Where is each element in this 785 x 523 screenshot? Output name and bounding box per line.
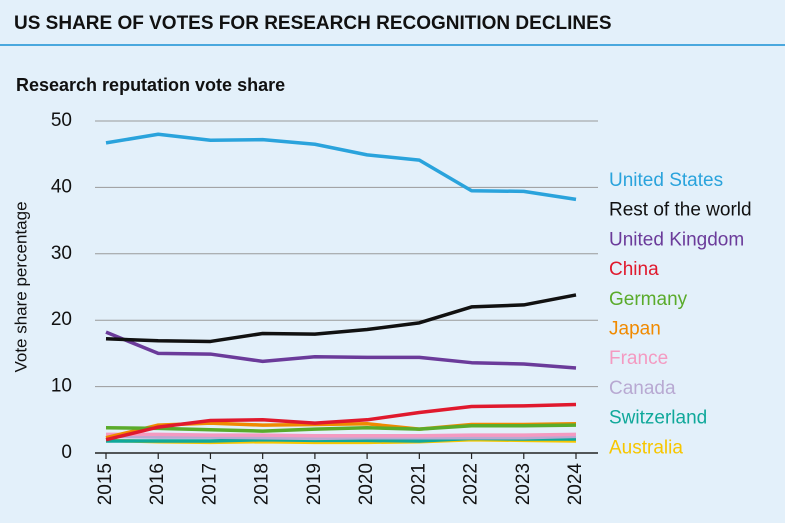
- y-tick-label: 30: [51, 243, 72, 264]
- legend-entry: Japan: [609, 319, 661, 340]
- x-tick-label: 2019: [304, 463, 325, 505]
- y-tick-label: 40: [51, 176, 72, 197]
- y-tick-label: 10: [51, 376, 72, 397]
- x-tick-label: 2021: [408, 463, 429, 505]
- y-tick-label: 0: [61, 442, 72, 463]
- legend-entry: China: [609, 259, 659, 280]
- series-line: [105, 293, 577, 344]
- x-tick-label: 2022: [461, 463, 482, 505]
- x-tick-label: 2016: [147, 463, 168, 505]
- chart-subtitle: Research reputation vote share: [16, 75, 285, 95]
- y-axis-label: Vote share percentage: [11, 201, 30, 372]
- legend-entry: Canada: [609, 378, 676, 399]
- chart-title: US SHARE OF VOTES FOR RESEARCH RECOGNITI…: [14, 13, 612, 34]
- legend-entry: Switzerland: [609, 408, 707, 429]
- series-line: [106, 432, 577, 438]
- x-tick-label: 2017: [199, 463, 220, 505]
- x-tick-label: 2018: [252, 463, 273, 505]
- legend-entry: Australia: [609, 437, 683, 458]
- y-tick-label: 20: [51, 309, 72, 330]
- x-tick-label: 2024: [565, 463, 586, 506]
- legend-entry: United States: [609, 170, 723, 191]
- series-line: [105, 423, 577, 433]
- x-tick-label: 2020: [356, 463, 377, 505]
- legend-entry: Rest of the world: [609, 200, 752, 221]
- series-line: [105, 402, 577, 442]
- legend-entry: United Kingdom: [609, 229, 744, 250]
- series-line: [105, 434, 577, 441]
- y-tick-label: 50: [51, 110, 72, 131]
- series-line: [105, 132, 577, 202]
- series-line: [105, 330, 577, 370]
- x-tick-label: 2023: [513, 463, 534, 505]
- x-tick-label: 2015: [95, 463, 116, 505]
- legend-entry: France: [609, 348, 668, 369]
- legend-entry: Germany: [609, 289, 688, 310]
